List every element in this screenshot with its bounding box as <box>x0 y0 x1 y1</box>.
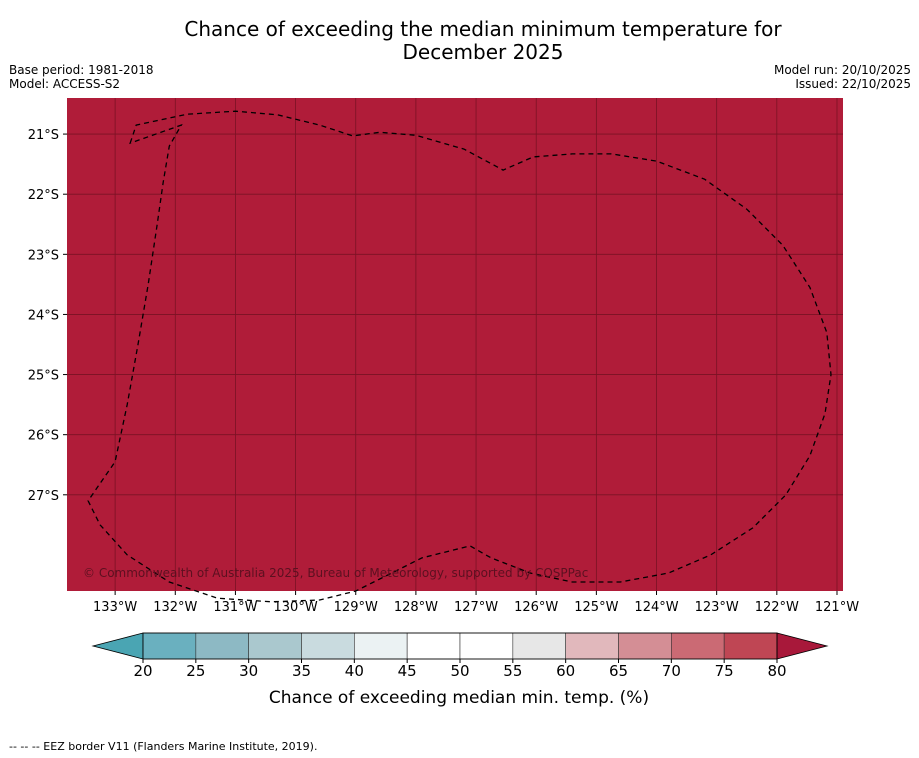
colorbar-label: Chance of exceeding median min. temp. (%… <box>269 688 649 708</box>
title-line-1: Chance of exceeding the median minimum t… <box>184 17 782 41</box>
colorbar-tick-label: 20 <box>133 662 152 680</box>
colorbar-bin <box>459 632 514 660</box>
title-line-2: December 2025 <box>402 40 564 64</box>
y-tick-label: 23°S <box>28 248 59 263</box>
colorbar-bin <box>512 632 566 660</box>
x-tick-label: 131°W <box>213 600 257 615</box>
x-tick-label: 122°W <box>755 600 799 615</box>
eez-border-line <box>87 110 832 603</box>
issued-text: Issued: 22/10/2025 <box>795 77 911 91</box>
colorbar-high-extend <box>776 632 829 660</box>
colorbar-tick-label: 45 <box>398 662 417 680</box>
x-tick-label: 133°W <box>93 600 137 615</box>
colorbar-tick-label: 55 <box>503 662 522 680</box>
colorbar-tick-label: 80 <box>767 662 786 680</box>
x-axis: 133°W 132°W 131°W 130°W 129°W 128°W 127°W 126°W… <box>93 591 859 615</box>
y-axis: 21°S 22°S 23°S 24°S 25°S 26°S 27°S <box>28 128 67 504</box>
x-tick-label: 126°W <box>514 600 558 615</box>
colorbar-bin <box>354 632 408 660</box>
colorbar-bin <box>301 632 355 660</box>
colorbar-tick-label: 75 <box>715 662 734 680</box>
meta-left: Base period: 1981-2018 Model: ACCESS-S2 <box>9 63 154 91</box>
colorbar-low-extend <box>91 632 144 660</box>
x-tick-label: 129°W <box>334 600 378 615</box>
model-text: Model: ACCESS-S2 <box>9 77 121 91</box>
colorbar-tick-label: 60 <box>556 662 575 680</box>
x-tick-label: 124°W <box>634 600 678 615</box>
copyright-text: © Commonwealth of Australia 2025, Bureau… <box>83 566 588 580</box>
x-tick-label: 128°W <box>394 600 438 615</box>
colorbar: 20 25 30 35 40 45 50 55 60 65 70 75 80 <box>91 632 829 680</box>
y-tick-label: 21°S <box>28 128 59 143</box>
colorbar-bin <box>723 632 778 660</box>
colorbar-tick-label: 70 <box>662 662 681 680</box>
y-tick-label: 22°S <box>28 188 59 203</box>
y-tick-label: 26°S <box>28 429 59 444</box>
y-tick-label: 25°S <box>28 369 59 384</box>
chart-title: Chance of exceeding the median minimum t… <box>0 18 919 64</box>
colorbar-tick-label: 25 <box>186 662 205 680</box>
chart-figure: © Commonwealth of Australia 2025, Bureau… <box>28 98 859 708</box>
colorbar-bin <box>195 632 249 660</box>
model-run-text: Model run: 20/10/2025 <box>773 63 911 77</box>
x-tick-label: 127°W <box>454 600 498 615</box>
map-field <box>67 98 843 591</box>
colorbar-bin <box>565 632 619 660</box>
x-tick-label: 130°W <box>274 600 318 615</box>
y-tick-label: 24°S <box>28 308 59 323</box>
colorbar-tick-label: 35 <box>292 662 311 680</box>
x-tick-label: 125°W <box>574 600 618 615</box>
x-tick-label: 123°W <box>695 600 739 615</box>
colorbar-tick-label: 30 <box>239 662 258 680</box>
base-period-text: Base period: 1981-2018 <box>9 63 154 77</box>
y-tick-label: 27°S <box>28 489 59 504</box>
colorbar-bin <box>618 632 672 660</box>
x-tick-label: 132°W <box>153 600 197 615</box>
eez-legend-note: -- -- -- EEZ border V11 (Flanders Marine… <box>9 740 318 753</box>
colorbar-bin <box>248 632 302 660</box>
colorbar-bin <box>671 632 725 660</box>
colorbar-tick-label: 50 <box>450 662 469 680</box>
colorbar-bin <box>142 632 197 660</box>
colorbar-bin <box>406 632 461 660</box>
meta-right: Model run: 20/10/2025 Issued: 22/10/2025 <box>774 63 911 91</box>
x-tick-label: 121°W <box>815 600 859 615</box>
colorbar-tick-label: 65 <box>609 662 628 680</box>
gridlines <box>67 98 843 591</box>
colorbar-tick-label: 40 <box>345 662 364 680</box>
